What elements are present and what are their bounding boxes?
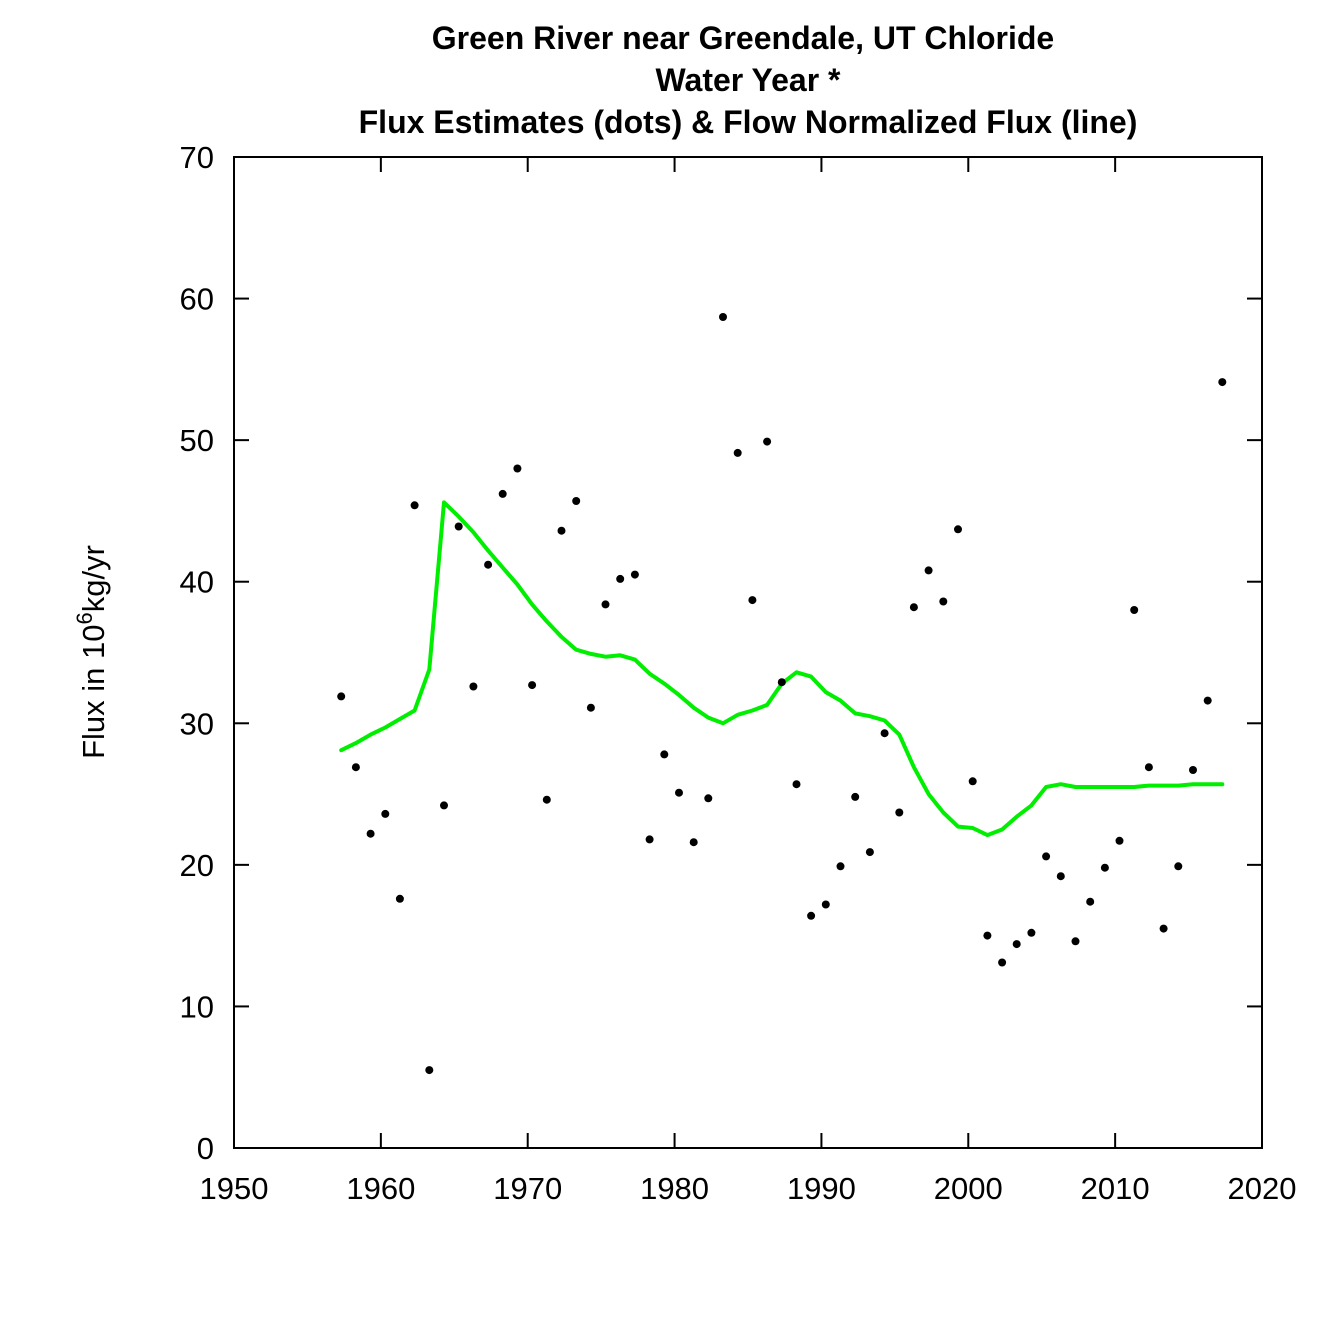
flux-estimate-point	[1189, 766, 1197, 774]
x-tick-label: 1980	[640, 1171, 709, 1206]
flux-estimate-point	[557, 526, 566, 535]
flux-estimate-point	[719, 313, 727, 321]
flux-estimate-point	[542, 795, 551, 804]
y-tick-label: 20	[180, 848, 214, 883]
flux-estimate-point	[675, 788, 683, 797]
y-tick-label: 50	[180, 423, 214, 458]
flux-estimate-point	[660, 750, 669, 759]
chart-title-line-1: Green River near Greendale, UT Chloride	[432, 20, 1054, 56]
flux-estimate-point	[484, 560, 493, 569]
flux-estimate-point	[1218, 378, 1227, 387]
x-tick-label: 1950	[200, 1171, 269, 1206]
flux-estimate-point	[1115, 836, 1124, 845]
flux-estimate-point	[836, 862, 845, 871]
flux-estimate-point	[1086, 897, 1095, 906]
y-tick-label: 0	[197, 1131, 214, 1166]
flux-estimate-point	[807, 911, 816, 920]
flux-estimate-point	[998, 958, 1007, 967]
flux-estimate-point	[924, 566, 933, 575]
flux-estimate-point	[1056, 872, 1065, 881]
axis-ticks: 1950 1960 1970 1980 1990 2000 2010 2020 0 10 20 30 4…	[180, 140, 1297, 1206]
flux-estimate-point	[777, 678, 786, 687]
flux-estimate-point	[895, 808, 904, 817]
y-tick-label: 10	[180, 989, 214, 1024]
flux-estimate-point	[1027, 928, 1036, 937]
flux-estimate-point	[689, 838, 698, 847]
y-axis-label: Flux in 106kg/yr	[72, 545, 111, 759]
flux-estimate-point	[351, 763, 360, 772]
flux-estimate-point	[381, 809, 390, 818]
flux-estimate-point	[1100, 863, 1109, 872]
y-axis-label-suffix: kg/yr	[76, 545, 111, 612]
x-tick-label: 2010	[1081, 1171, 1150, 1206]
flux-estimate-point	[954, 525, 962, 534]
flux-estimate-point	[880, 729, 889, 738]
flux-estimate-point	[395, 894, 404, 903]
flux-estimate-point	[865, 848, 874, 857]
flux-estimate-point	[425, 1066, 434, 1075]
flux-estimate-point	[366, 829, 375, 838]
y-tick-label: 30	[180, 706, 214, 741]
x-tick-label: 2020	[1228, 1171, 1297, 1206]
plot-frame	[233, 156, 1263, 1149]
flux-estimate-point	[1071, 937, 1080, 946]
x-tick-label: 2000	[934, 1171, 1003, 1206]
x-tick-label: 1960	[346, 1171, 415, 1206]
flux-estimate-point	[851, 792, 860, 801]
y-tick-label: 60	[180, 282, 214, 317]
flux-estimate-point	[1159, 924, 1168, 933]
flux-estimate-point	[454, 522, 463, 531]
flux-estimate-point	[1042, 852, 1051, 861]
flux-estimate-point	[572, 497, 581, 505]
flux-estimate-point	[616, 574, 625, 583]
flux-estimate-point	[792, 780, 801, 789]
flux-estimate-point	[909, 603, 918, 612]
flux-estimate-point	[469, 682, 478, 691]
flux-estimate-point	[586, 703, 595, 712]
flux-estimate-point	[1174, 862, 1183, 871]
flux-estimate-point	[498, 489, 507, 498]
flux-estimate-point	[601, 600, 610, 609]
flux-estimate-point	[410, 501, 419, 510]
chart-title-line-3: Flux Estimates (dots) & Flow Normalized …	[359, 104, 1138, 140]
flux-estimate-point	[748, 596, 757, 605]
y-tick-label: 40	[180, 565, 214, 600]
flux-estimate-point	[1130, 606, 1139, 614]
flux-estimate-point	[645, 835, 654, 844]
flux-estimate-point	[528, 681, 537, 690]
flux-estimate-point	[513, 464, 522, 473]
flux-estimate-point	[763, 437, 772, 446]
flux-estimate-point	[704, 794, 713, 803]
flux-estimate-point	[821, 900, 830, 909]
x-tick-label: 1970	[493, 1171, 562, 1206]
y-axis-label-superscript: 6	[72, 612, 97, 624]
flux-estimate-point	[939, 597, 948, 606]
chart-title-line-2: Water Year *	[656, 62, 842, 98]
flux-estimate-point	[337, 692, 346, 701]
y-tick-label: 70	[180, 140, 214, 175]
flux-estimate-point	[440, 801, 448, 810]
x-tick-label: 1990	[787, 1171, 856, 1206]
flux-estimate-point	[630, 570, 639, 579]
y-axis-label-prefix: Flux in 10	[76, 625, 111, 759]
flux-estimate-point	[733, 448, 742, 457]
flux-estimate-point	[968, 777, 977, 786]
flux-estimate-point	[1144, 763, 1153, 772]
flux-estimate-point	[1012, 940, 1021, 949]
flux-points-layer	[337, 313, 1227, 1075]
flux-estimate-point	[1203, 696, 1212, 705]
flux-estimate-point	[983, 931, 992, 940]
